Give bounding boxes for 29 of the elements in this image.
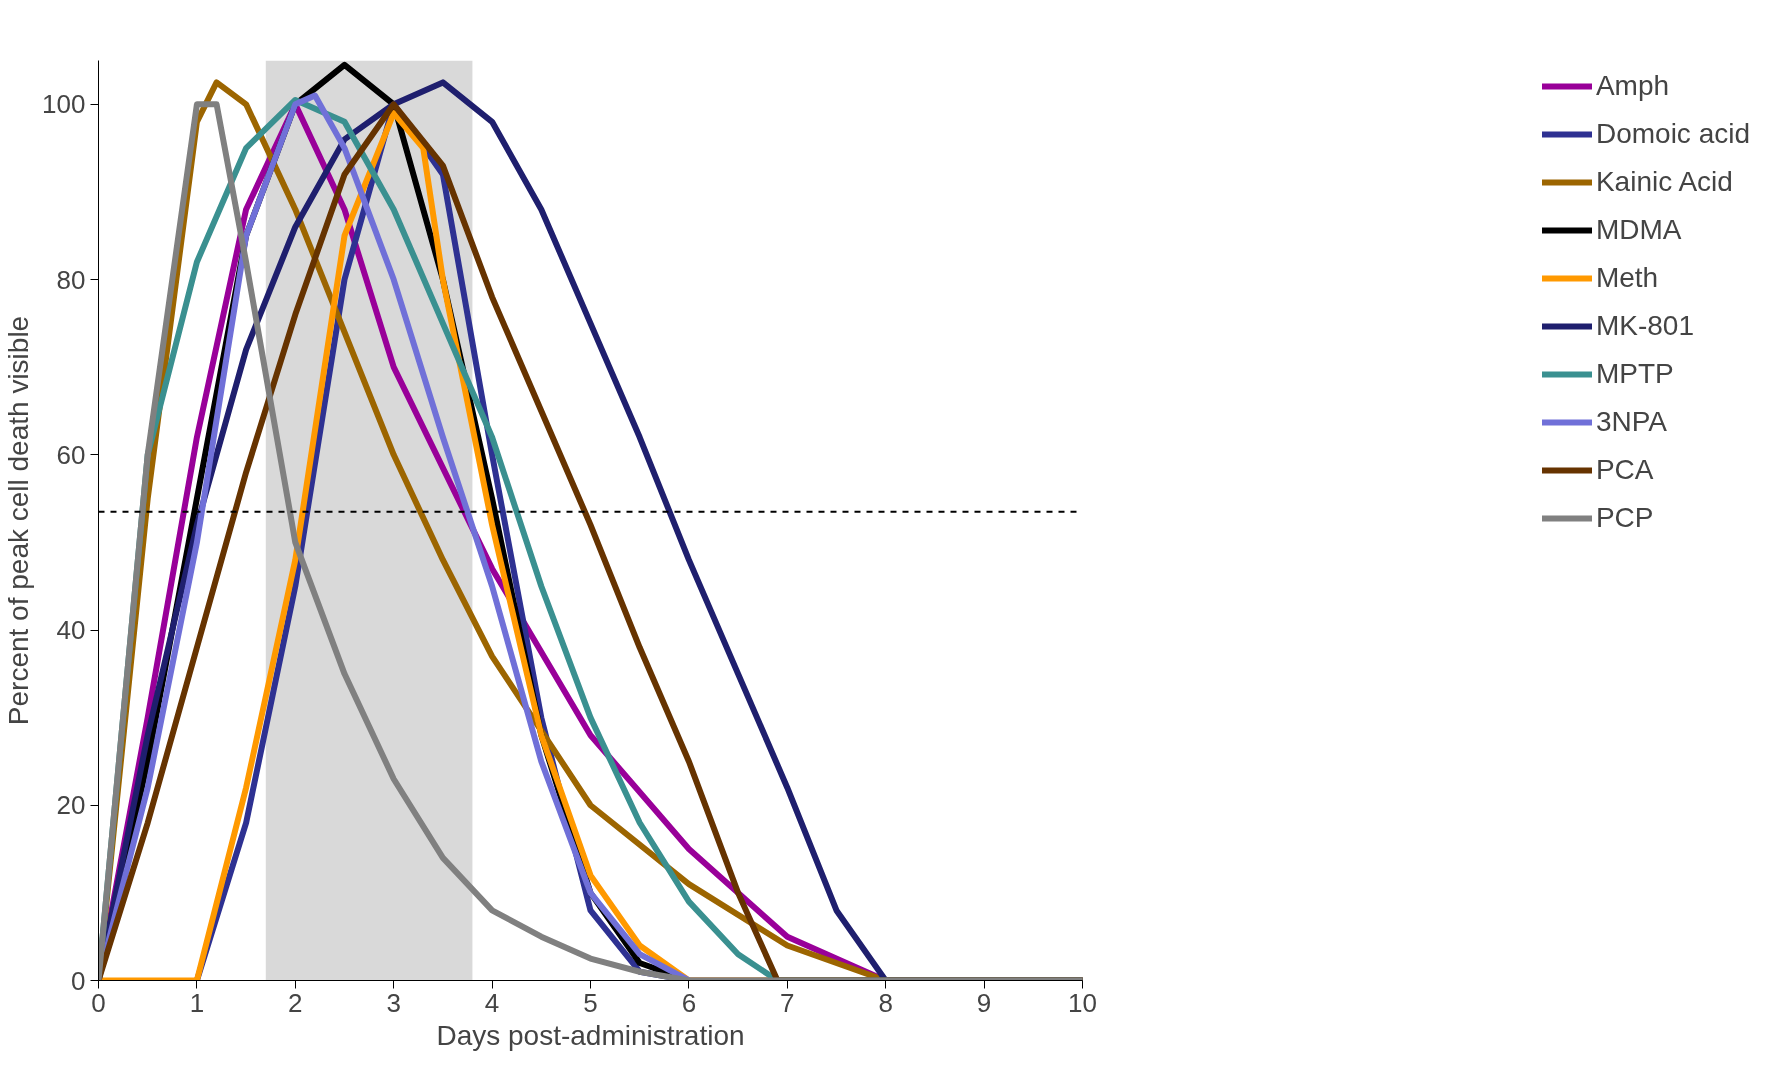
y-tick-label: 60 bbox=[56, 439, 86, 470]
legend-label: 3NPA bbox=[1595, 406, 1668, 438]
x-tick-label: 5 bbox=[583, 987, 598, 1018]
legend-label: Meth bbox=[1595, 262, 1659, 294]
x-tick-label: 2 bbox=[288, 987, 303, 1018]
y-axis-title: Percent of peak cell death visible bbox=[3, 315, 35, 726]
x-tick-label: 7 bbox=[780, 987, 795, 1018]
legend-label: MK-801 bbox=[1595, 310, 1694, 342]
x-tick-label: 4 bbox=[484, 987, 500, 1018]
x-tick-label: 9 bbox=[976, 987, 992, 1018]
x-tick-label: 3 bbox=[386, 987, 401, 1018]
x-tick-label: 6 bbox=[681, 987, 697, 1018]
x-tick-label: 8 bbox=[878, 987, 893, 1018]
y-tick-label: 100 bbox=[42, 89, 86, 120]
legend-label: PCP bbox=[1595, 502, 1654, 534]
y-tick-label: 40 bbox=[56, 615, 86, 646]
x-tick-label: 0 bbox=[91, 987, 106, 1018]
legend-label: Kainic Acid bbox=[1595, 166, 1733, 198]
legend-label: MPTP bbox=[1595, 358, 1674, 390]
legend-label: PCA bbox=[1595, 454, 1654, 486]
x-tick-label: 1 bbox=[189, 987, 205, 1018]
legend-label: MDMA bbox=[1595, 214, 1682, 246]
legend-label: Amph bbox=[1595, 70, 1670, 102]
y-tick-label: 20 bbox=[56, 790, 86, 821]
y-tick-label: 0 bbox=[71, 965, 86, 996]
legend-label: Domoic acid bbox=[1595, 118, 1750, 150]
x-tick-label: 10 bbox=[1068, 987, 1097, 1018]
x-axis-title: Days post-administration bbox=[436, 1019, 745, 1051]
y-tick-label: 80 bbox=[56, 264, 86, 295]
